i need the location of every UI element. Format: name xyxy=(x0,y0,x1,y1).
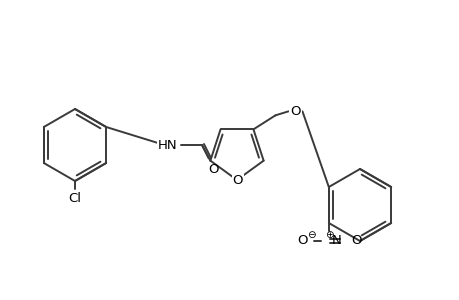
Text: O: O xyxy=(208,163,219,176)
Text: O: O xyxy=(232,175,243,188)
Text: O: O xyxy=(290,105,300,118)
Text: O: O xyxy=(351,233,361,247)
Text: ⊕: ⊕ xyxy=(325,230,334,240)
Text: O: O xyxy=(297,233,308,247)
Text: N: N xyxy=(331,233,341,247)
Text: HN: HN xyxy=(158,139,178,152)
Text: ⊖: ⊖ xyxy=(307,230,315,240)
Text: Cl: Cl xyxy=(68,191,81,205)
